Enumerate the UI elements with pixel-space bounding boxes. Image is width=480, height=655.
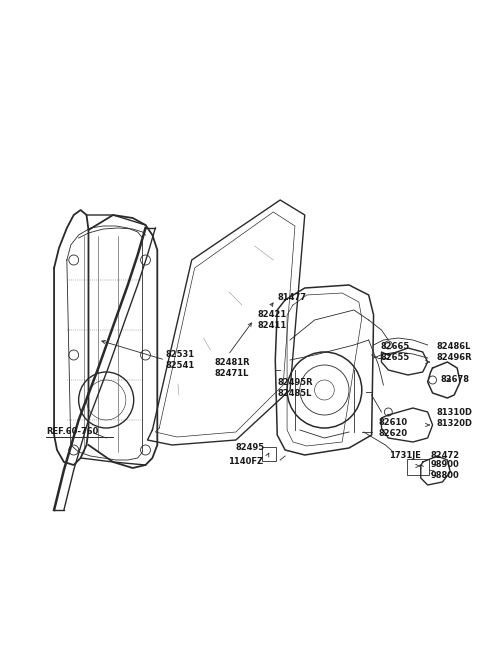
FancyBboxPatch shape (263, 447, 276, 461)
Text: 98900
98800: 98900 98800 (431, 460, 459, 479)
Text: 82486L
82496R: 82486L 82496R (436, 343, 472, 362)
Text: 82495: 82495 (236, 443, 265, 453)
Text: 82665
82655: 82665 82655 (381, 343, 410, 362)
Text: 82678: 82678 (441, 375, 469, 384)
Text: 82472: 82472 (431, 451, 460, 460)
Text: 82481R
82471L: 82481R 82471L (215, 358, 250, 378)
Text: 81310D
81320D: 81310D 81320D (436, 408, 472, 428)
Text: 82531
82541: 82531 82541 (165, 350, 194, 369)
Text: 82495R
82485L: 82495R 82485L (277, 379, 313, 398)
Text: 82610
82620: 82610 82620 (379, 419, 408, 438)
Text: 1731JE: 1731JE (389, 451, 421, 460)
FancyBboxPatch shape (407, 459, 429, 475)
Text: REF.60-760: REF.60-760 (46, 428, 98, 436)
Text: 81477: 81477 (277, 293, 306, 303)
Text: 82421
82411: 82421 82411 (258, 310, 287, 329)
Text: 1140FZ: 1140FZ (228, 457, 263, 466)
